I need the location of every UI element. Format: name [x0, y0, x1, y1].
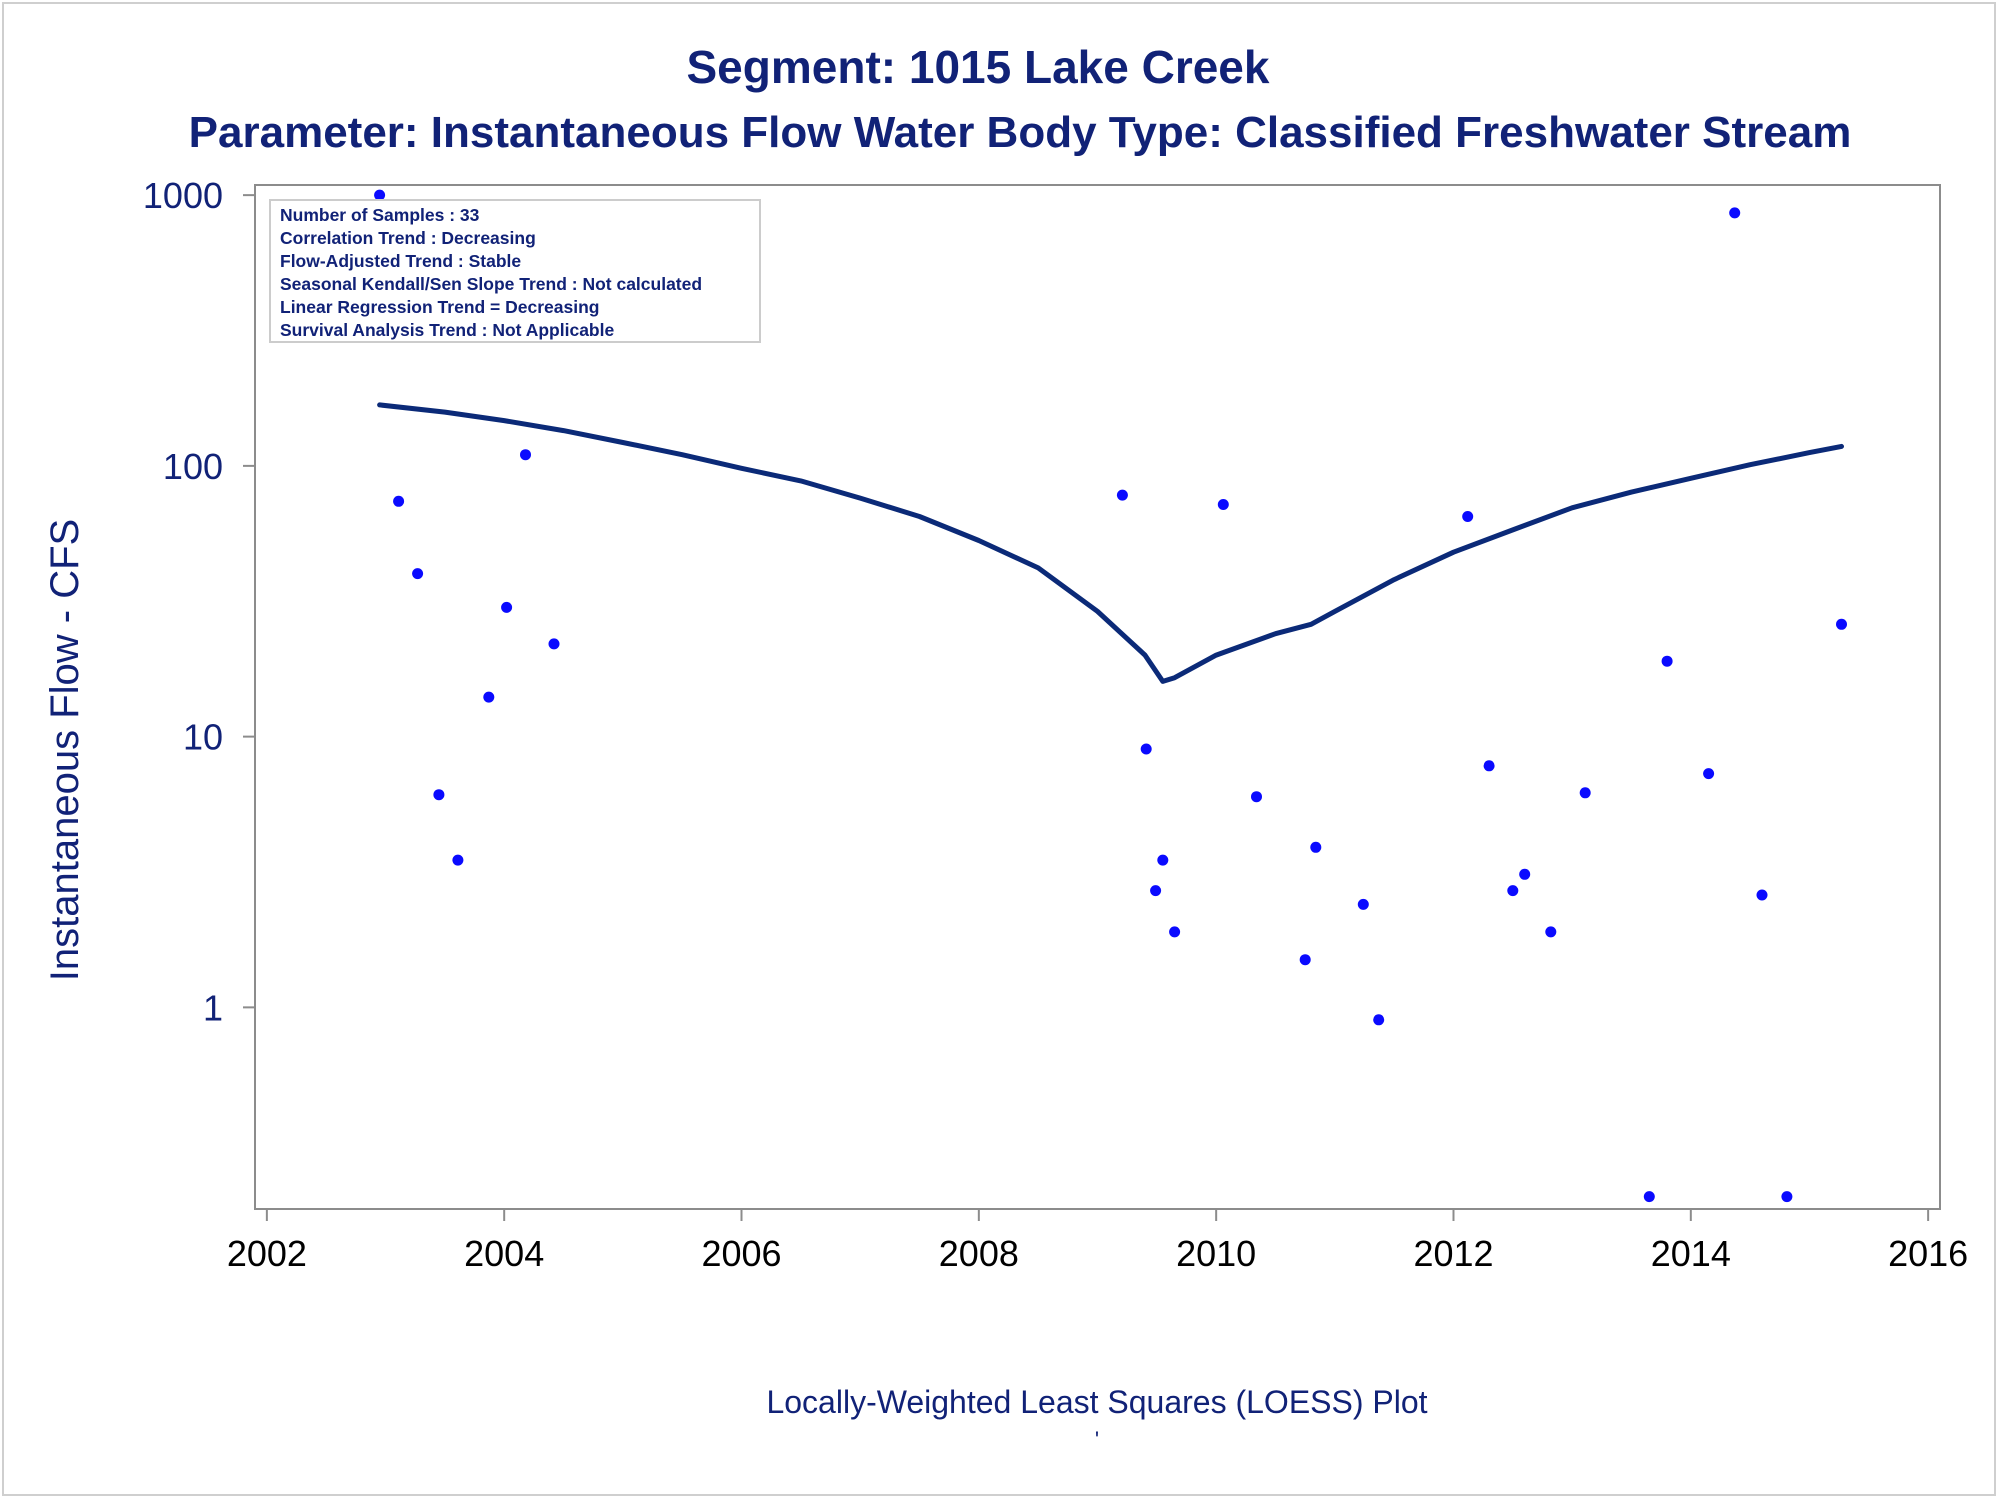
data-point [483, 691, 495, 703]
data-point [374, 189, 386, 201]
data-point [1643, 1191, 1655, 1203]
data-point [433, 789, 445, 801]
data-point [1217, 499, 1229, 510]
stats-box: Number of Samples : 33 Correlation Trend… [269, 199, 761, 343]
data-point [1756, 889, 1768, 901]
data-point [1836, 618, 1847, 630]
data-point [1140, 743, 1152, 755]
data-point [1661, 655, 1673, 667]
data-points-group [374, 189, 1847, 1203]
x-tick-label-2014: 2014 [1651, 1233, 1731, 1274]
y-axis-label: Instantaneous Flow - CFS [43, 519, 87, 981]
chart-subtitle: Parameter: Instantaneous Flow Water Body… [189, 108, 1852, 157]
data-point [520, 449, 531, 461]
y-tick-label-10: 10 [183, 717, 223, 758]
stats-correlation-trend: Correlation Trend : Decreasing [280, 228, 536, 248]
loess-line [377, 402, 1844, 684]
stats-linear-regression: Linear Regression Trend = Decreasing [280, 297, 600, 317]
stats-seasonal-kendall: Seasonal Kendall/Sen Slope Trend : Not c… [280, 274, 702, 294]
data-point [1729, 207, 1741, 219]
data-point [1519, 868, 1531, 880]
y-tick-label-1: 1 [203, 987, 223, 1028]
data-point [1299, 954, 1311, 966]
data-point [1157, 854, 1169, 866]
plot-area [254, 184, 1941, 1210]
data-point [1462, 511, 1474, 522]
data-point [1373, 1014, 1385, 1026]
x-tick-label-2002: 2002 [227, 1233, 307, 1274]
stats-samples: Number of Samples : 33 [280, 205, 480, 225]
data-point [1310, 841, 1322, 853]
x-tick-label-2004: 2004 [464, 1233, 544, 1274]
footnote: Locally-Weighted Least Squares (LOESS) P… [766, 1384, 1427, 1420]
data-point [1781, 1191, 1793, 1203]
footnote-tick-mark: ' [1095, 1427, 1099, 1452]
data-point [1703, 768, 1715, 780]
data-point [1116, 489, 1128, 501]
chart-title: Segment: 1015 Lake Creek [687, 41, 1270, 93]
x-tick-label-2006: 2006 [701, 1233, 781, 1274]
x-tick-label-2012: 2012 [1413, 1233, 1493, 1274]
x-axis: 2002 2004 2006 2008 2010 2012 2014 2016 [227, 1209, 1968, 1274]
data-point [452, 854, 464, 866]
loess-line-group [377, 402, 1844, 684]
data-point [548, 638, 560, 650]
stats-flow-adjusted-trend: Flow-Adjusted Trend : Stable [280, 251, 521, 271]
y-tick-label-100: 100 [163, 446, 223, 487]
y-tick-label-1000: 1000 [143, 175, 223, 216]
data-point [501, 601, 513, 613]
data-point [1251, 791, 1262, 803]
data-point [1507, 885, 1519, 897]
data-point [412, 568, 424, 580]
data-point [1483, 760, 1495, 772]
data-point [1150, 885, 1162, 897]
x-tick-label-2008: 2008 [939, 1233, 1019, 1274]
data-point [1545, 926, 1557, 938]
stats-box-border [269, 199, 761, 343]
stats-survival-analysis: Survival Analysis Trend : Not Applicable [280, 320, 614, 340]
data-point [393, 495, 405, 507]
data-point [1357, 898, 1369, 910]
data-point [1169, 926, 1181, 938]
x-tick-label-2016: 2016 [1888, 1233, 1968, 1274]
x-tick-label-2010: 2010 [1176, 1233, 1256, 1274]
data-point [1579, 787, 1591, 799]
y-axis: 1 10 100 1000 [143, 175, 255, 1028]
